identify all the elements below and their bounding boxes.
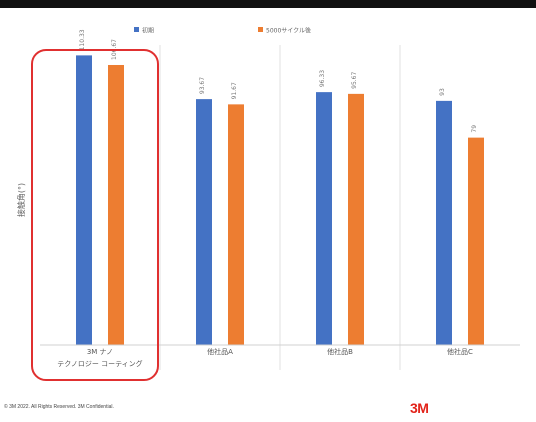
x-tick-label: 他社品C — [447, 347, 473, 356]
bar — [348, 93, 364, 346]
legend-label: 初期 — [142, 27, 154, 35]
top-dark-bar — [0, 0, 536, 8]
brand-logo: 3M — [410, 400, 429, 416]
data-label: 79 — [471, 125, 478, 133]
bar — [468, 137, 484, 345]
data-label: 93 — [439, 88, 446, 96]
legend-swatch — [134, 27, 139, 32]
copyright-footer: © 3M 2022. All Rights Reserved. 3M Confi… — [4, 404, 114, 410]
legend-label: 5000サイクル後 — [266, 27, 311, 35]
bar — [108, 64, 124, 346]
data-label: 93.67 — [199, 77, 206, 94]
legend: 初期 5000サイクル後 — [134, 27, 311, 35]
x-tick-label: 他社品A — [207, 347, 233, 356]
data-label: 95.67 — [351, 72, 358, 89]
x-tick-label: 3M ナノ — [87, 348, 113, 356]
bar — [436, 100, 452, 345]
x-tick-label: 他社品B — [327, 347, 353, 356]
bar — [316, 92, 332, 345]
category-separators — [159, 45, 401, 370]
x-tick-label: テクノロジー コーティング — [57, 359, 142, 368]
y-axis-title: 接触角(°) — [16, 183, 26, 217]
highlight-box — [31, 49, 159, 381]
legend-swatch — [258, 27, 263, 32]
bar — [76, 55, 92, 345]
bars — [76, 55, 484, 346]
bar — [228, 104, 244, 346]
bar — [196, 99, 212, 346]
data-label: 91.67 — [231, 82, 238, 99]
data-label: 96.33 — [319, 70, 326, 87]
data-label: 110.33 — [79, 29, 86, 50]
